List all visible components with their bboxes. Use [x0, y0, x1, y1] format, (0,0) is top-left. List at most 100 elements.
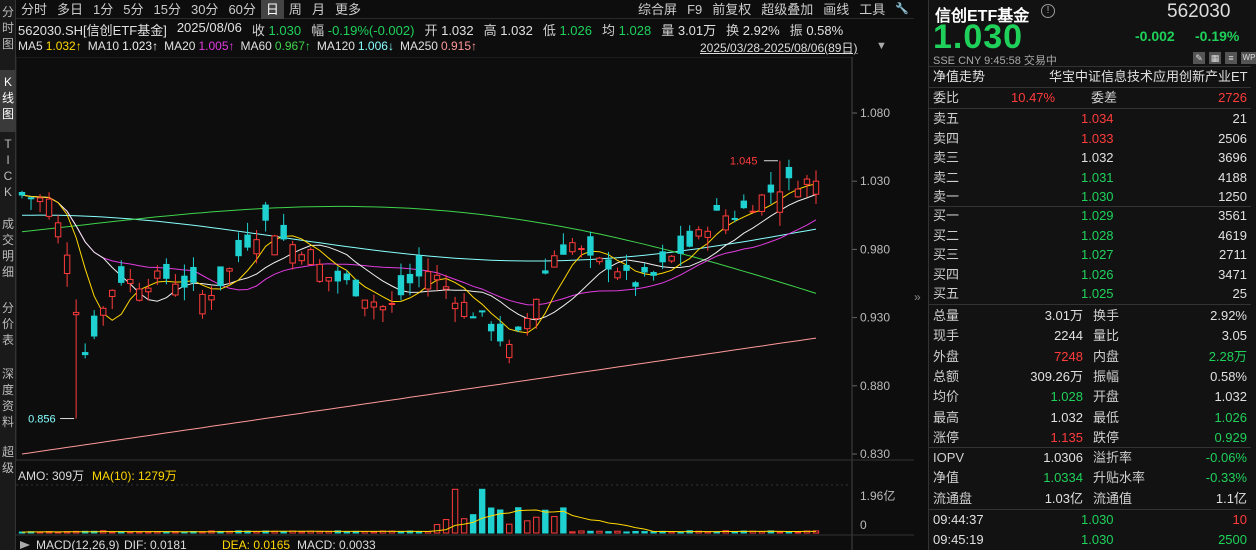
candle-body: [478, 310, 486, 313]
stats-value: 1.032: [1050, 409, 1083, 425]
bids-row[interactable]: 买四 1.026 3471: [929, 265, 1256, 285]
toolbar-button-2[interactable]: 前复权: [712, 1, 752, 17]
stats-row: 外盘 7248 内盘 2.28万: [929, 347, 1256, 367]
toolbar-button-4[interactable]: 画线: [823, 1, 850, 17]
stats-label-2: 量比: [1093, 328, 1120, 344]
candle-body: [722, 215, 729, 231]
ma-legend-name: MA250: [399, 39, 438, 53]
info-icon[interactable]: !: [1041, 4, 1055, 18]
toolbar-button-5[interactable]: 工具: [859, 1, 886, 17]
stats-value: 2244: [1054, 328, 1083, 344]
iopv-label: 流通盘: [933, 490, 973, 506]
left-tab-3[interactable]: 成 交 明 细: [1, 217, 14, 279]
ma-legend-value: 1.023↑: [122, 39, 159, 53]
asks-price: 1.031: [1081, 169, 1114, 185]
stats-label-2: 振幅: [1093, 368, 1120, 384]
candle-body: [731, 217, 739, 220]
candle-body: [271, 235, 278, 256]
low-value: 1.026: [559, 23, 593, 38]
change-value: -0.19%(-0.002): [327, 23, 415, 38]
low-label: 低: [542, 23, 556, 38]
weibi-value: 10.47%: [1011, 90, 1056, 105]
date-range-link[interactable]: 2025/03/28-2025/08/06(89日): [700, 41, 858, 55]
bids-label: 买三: [933, 247, 960, 262]
period-tab-9[interactable]: 月: [311, 1, 325, 17]
toolbar-button-3[interactable]: 超级叠加: [761, 1, 814, 17]
wp-icon[interactable]: WP: [1241, 52, 1256, 64]
amo-bar: [569, 531, 576, 534]
edit-icon[interactable]: ✎: [1193, 52, 1205, 64]
amo-bar: [794, 531, 802, 534]
period-tab-0[interactable]: 分时: [21, 1, 48, 17]
bids-row[interactable]: 买五 1.025 25: [929, 284, 1256, 304]
price-change: -0.002: [1135, 28, 1175, 44]
candle-body: [587, 236, 594, 256]
period-tab-10[interactable]: 更多: [334, 1, 361, 17]
asks-volume: 2506: [1218, 130, 1247, 146]
candle-body: [90, 315, 98, 337]
candle-body: [794, 188, 802, 198]
triangle-right-icon: [20, 541, 30, 549]
nav-trend-row[interactable]: 净值走势 华宝中证信息技术应用创新产业ET: [929, 67, 1256, 87]
period-tab-7[interactable]: 日: [260, 0, 284, 19]
candle-body: [677, 235, 684, 254]
left-tab-1[interactable]: K 线 图: [0, 70, 16, 132]
candle-body: [812, 180, 820, 195]
period-tab-5[interactable]: 30分: [190, 1, 219, 17]
tick-volume: 10: [1232, 512, 1247, 527]
amo-tick-label: 1.96亿: [860, 488, 895, 503]
bids-row[interactable]: 买二 1.028 4619: [929, 226, 1256, 246]
candle-body: [127, 278, 134, 284]
vol-value: 3.01万: [677, 23, 717, 38]
bids-row[interactable]: 买三 1.027 2711: [929, 245, 1256, 265]
asks-row[interactable]: 卖三 1.032 3696: [929, 148, 1256, 168]
asks-volume: 1250: [1218, 189, 1247, 204]
candle-body: [487, 323, 495, 332]
stats-label: 外盘: [933, 348, 960, 364]
ma-legend-name: MA120: [316, 39, 355, 53]
left-tab-4[interactable]: 分 价 表: [1, 301, 14, 347]
last-price: 1.030: [933, 18, 1024, 56]
wrench-icon[interactable]: 🔧: [895, 2, 909, 15]
period-tab-8[interactable]: 周: [288, 1, 302, 17]
asks-row[interactable]: 卖四 1.033 2506: [929, 129, 1256, 149]
iopv-row: IOPV 1.0306 溢折率 -0.06%: [929, 448, 1256, 468]
candle-body: [226, 268, 233, 272]
asks-row[interactable]: 卖二 1.031 4188: [929, 168, 1256, 188]
left-tab-6[interactable]: 超 级: [1, 445, 14, 475]
macd-dif: DIF: 0.0181: [124, 538, 187, 550]
stats-label: 总额: [933, 368, 960, 384]
candle-body: [496, 323, 504, 342]
period-tab-6[interactable]: 60分: [228, 1, 256, 17]
period-tab-2[interactable]: 1分: [93, 1, 114, 17]
period-tab-1[interactable]: 多日: [57, 1, 84, 17]
period-tab-4[interactable]: 15分: [153, 1, 181, 17]
asks-row[interactable]: 卖一 1.030 1250: [929, 187, 1256, 207]
candle-body: [740, 200, 748, 209]
amo-bar: [397, 531, 405, 534]
panel-tools: ✎ ▦ ≡ WP: [1193, 52, 1256, 64]
toolbar-button-0[interactable]: 综合屏: [638, 1, 678, 17]
candle-body: [415, 255, 423, 277]
candle-body: [397, 275, 405, 296]
left-tab-2[interactable]: T I C K: [3, 137, 13, 199]
grid-icon[interactable]: ▦: [1209, 52, 1221, 64]
bids-row[interactable]: 买一 1.029 3561: [929, 206, 1256, 226]
list-icon[interactable]: ≡: [1225, 52, 1237, 64]
stats-value-2: 1.026: [1214, 409, 1247, 425]
left-tab-5[interactable]: 深 度 资 料: [1, 367, 14, 429]
left-tab-0[interactable]: 分 时 图: [1, 5, 14, 51]
bids-volume: 2711: [1219, 247, 1247, 262]
stats-value-2: 3.05: [1221, 328, 1247, 344]
toolbar-button-1[interactable]: F9: [687, 1, 703, 17]
candle-body: [298, 254, 305, 262]
candle-body: [542, 270, 549, 274]
stats-label-2: 开盘: [1093, 389, 1120, 405]
asks-row[interactable]: 卖五 1.034 21: [929, 109, 1256, 129]
period-tab-3[interactable]: 5分: [123, 1, 144, 17]
triangle-down-icon[interactable]: ▼: [876, 40, 887, 52]
candle-body: [118, 266, 125, 283]
collapse-panel-icon[interactable]: »: [914, 290, 921, 304]
kline-chart[interactable]: 1.080 1.030 0.980 0.930 0.880 0.830 1.045 0.856…: [16, 57, 914, 550]
stats-value: 1.135: [1050, 429, 1083, 445]
